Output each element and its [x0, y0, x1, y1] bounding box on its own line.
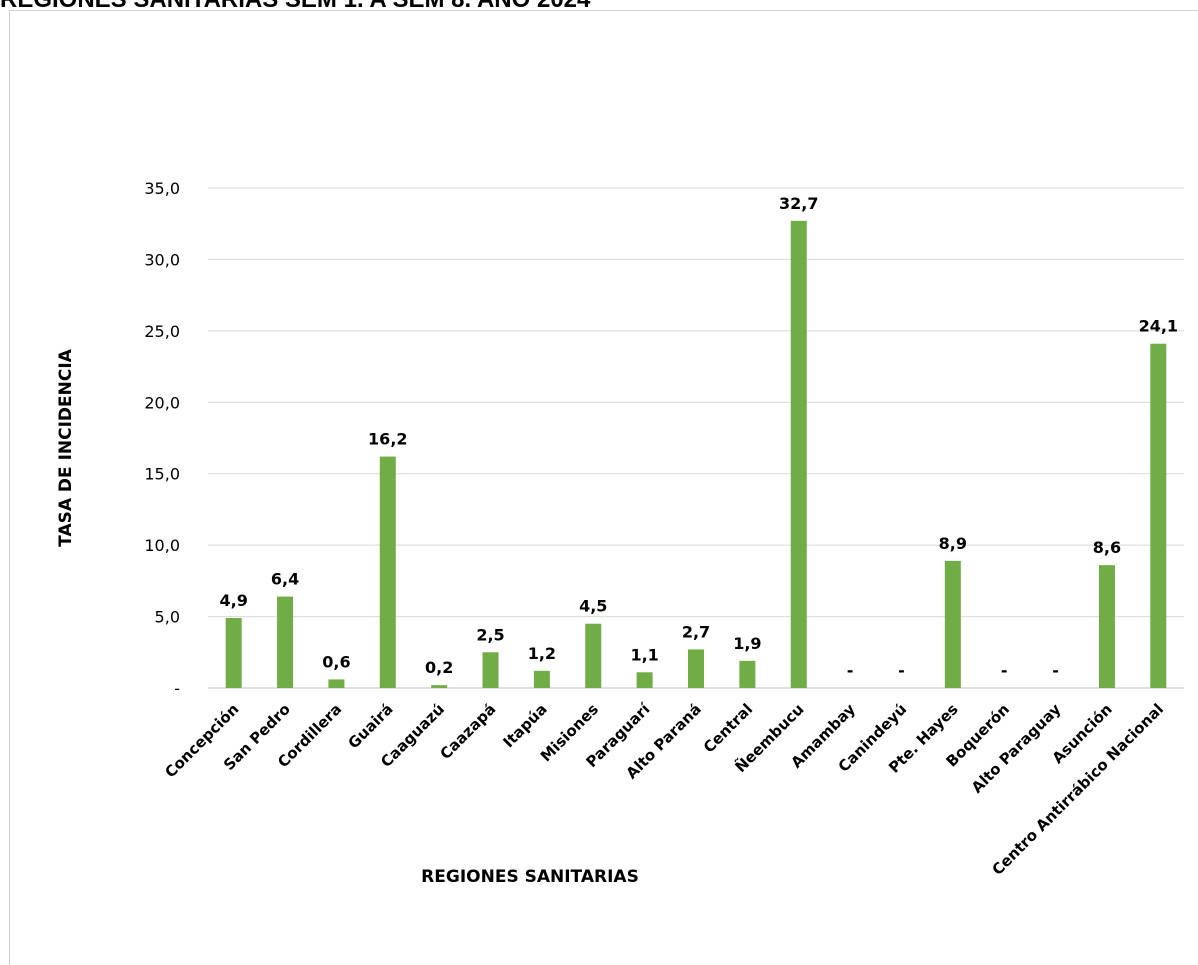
data-label: 2,7 — [682, 622, 710, 641]
data-label: 1,1 — [630, 645, 658, 664]
bar — [482, 652, 499, 688]
y-axis-title: TASA DE INCIDENCIA — [56, 348, 76, 547]
data-label: 6,4 — [271, 570, 299, 589]
data-label: - — [898, 661, 905, 680]
bar — [379, 456, 396, 688]
y-tick-label: 35,0 — [144, 179, 180, 198]
y-tick-label: - — [174, 679, 180, 698]
bar — [533, 670, 550, 688]
y-tick-label: 30,0 — [144, 250, 180, 269]
bar — [328, 679, 345, 688]
y-axis-ticks: - 5,0 10,0 15,0 20,0 25,0 30,0 35,0 — [144, 179, 180, 698]
x-category-label: Alto Paraguay — [968, 700, 1065, 797]
chart-frame — [9, 10, 1198, 965]
data-label: 1,2 — [528, 644, 556, 663]
page-title: REGIONES SANITARIAS SEM 1. A SEM 8. AÑO … — [0, 0, 590, 14]
y-tick-label: 15,0 — [144, 465, 180, 484]
bar — [790, 220, 807, 688]
y-tick-label: 25,0 — [144, 322, 180, 341]
x-category-label: Caazapá — [436, 700, 499, 763]
data-label: 2,5 — [476, 625, 504, 644]
data-labels: 4,9 6,4 0,6 16,2 0,2 2,5 1,2 4,5 1,1 2,7 1,9 32,7 - -… — [220, 194, 1179, 680]
bar — [585, 623, 602, 688]
bar — [1150, 343, 1167, 688]
bar — [944, 560, 961, 688]
data-label: 0,2 — [425, 658, 453, 677]
data-label: 0,6 — [322, 652, 350, 671]
data-label: 1,9 — [733, 634, 761, 653]
data-label: 8,6 — [1093, 538, 1121, 557]
bar — [1098, 565, 1115, 688]
x-axis-title: REGIONES SANITARIAS — [421, 867, 639, 887]
data-label: - — [1001, 661, 1008, 680]
data-label: - — [847, 661, 854, 680]
bar — [688, 649, 704, 688]
y-tick-label: 5,0 — [155, 608, 180, 627]
data-label: 8,9 — [939, 534, 967, 553]
x-category-label: Itapúa — [500, 700, 551, 751]
data-label: - — [1052, 661, 1059, 680]
x-category-label: Guairá — [344, 700, 396, 752]
bar — [739, 660, 756, 688]
gridlines — [208, 187, 1184, 689]
data-label: 4,5 — [579, 597, 607, 616]
bars — [225, 220, 1167, 688]
y-tick-label: 20,0 — [144, 393, 180, 412]
y-tick-label: 10,0 — [144, 536, 180, 555]
bar — [277, 596, 294, 688]
bar — [431, 685, 448, 688]
bar — [636, 672, 653, 688]
data-label: 16,2 — [368, 430, 407, 449]
data-label: 32,7 — [779, 194, 818, 213]
bar — [225, 618, 242, 688]
data-label: 24,1 — [1139, 317, 1178, 336]
data-label: 4,9 — [220, 591, 248, 610]
